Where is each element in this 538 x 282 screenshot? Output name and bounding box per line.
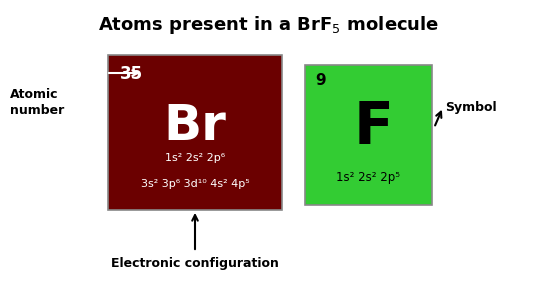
Text: Atoms present in a BrF$_5$ molecule: Atoms present in a BrF$_5$ molecule xyxy=(98,14,440,36)
Text: 9: 9 xyxy=(315,73,325,88)
Text: 1s² 2s² 2p⁶: 1s² 2s² 2p⁶ xyxy=(165,153,225,163)
Text: 35: 35 xyxy=(120,65,143,83)
Bar xyxy=(305,65,432,205)
Text: F: F xyxy=(353,100,393,157)
Text: Electronic configuration: Electronic configuration xyxy=(111,257,279,270)
Text: 3s² 3p⁶ 3d¹⁰ 4s² 4p⁵: 3s² 3p⁶ 3d¹⁰ 4s² 4p⁵ xyxy=(141,179,249,189)
Bar xyxy=(108,55,282,210)
Text: Symbol: Symbol xyxy=(445,100,497,113)
Text: Br: Br xyxy=(164,102,226,150)
Text: Atomic
number: Atomic number xyxy=(10,87,64,116)
Text: 1s² 2s² 2p⁵: 1s² 2s² 2p⁵ xyxy=(336,171,400,184)
